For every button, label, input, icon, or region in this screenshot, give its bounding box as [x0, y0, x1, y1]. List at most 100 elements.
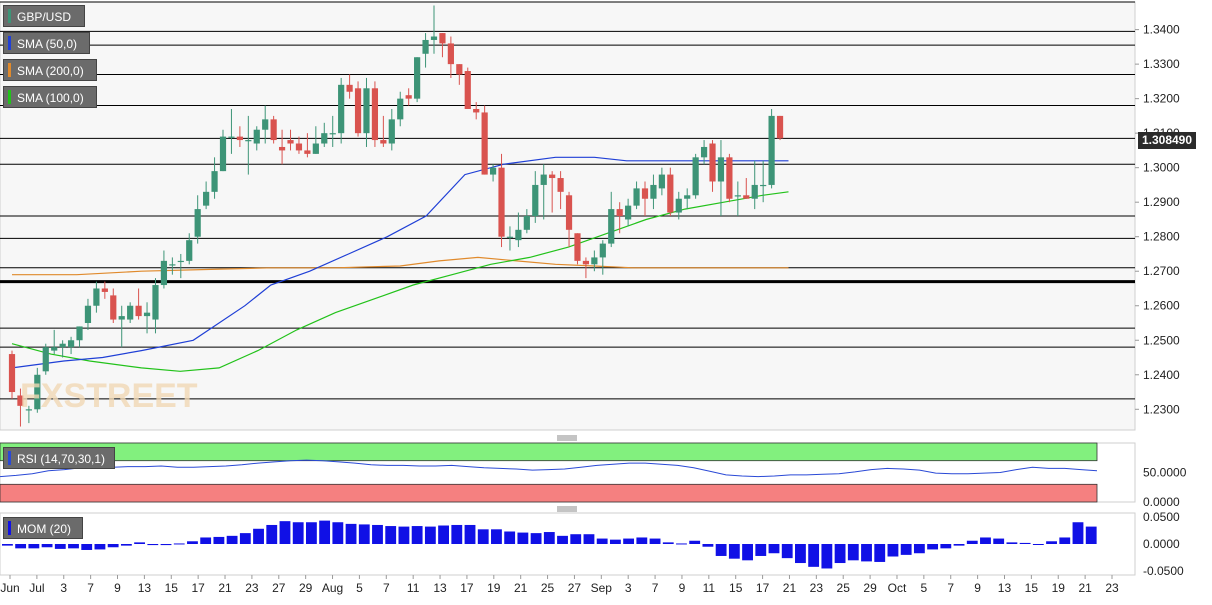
candle: [447, 36, 454, 78]
x-tick-label: 23: [810, 581, 824, 595]
mom-bar: [689, 540, 701, 544]
legend-mom[interactable]: MOM (20): [3, 517, 83, 539]
candle: [414, 57, 421, 103]
mom-bar: [847, 544, 859, 561]
candle-body: [84, 305, 92, 323]
candle: [110, 288, 117, 323]
candle: [262, 105, 269, 144]
mom-bar: [120, 544, 132, 546]
candle: [540, 164, 547, 220]
legend-symbol[interactable]: GBP/USD: [3, 5, 85, 27]
candle: [59, 340, 66, 358]
x-tick-label: 27: [272, 581, 286, 595]
candle: [565, 191, 573, 248]
mom-bar: [1032, 544, 1044, 545]
mom-bar: [768, 544, 780, 554]
mom-tick-label: -0.0500: [1143, 564, 1184, 578]
x-tick-label: 19: [1052, 581, 1066, 595]
mom-bar: [41, 544, 53, 548]
candle: [245, 115, 252, 175]
mom-bar: [266, 524, 278, 544]
candle: [177, 253, 184, 279]
mom-bar: [557, 535, 568, 544]
y-tick-label: 1.3400: [1143, 23, 1180, 37]
x-tick-label: 25: [541, 581, 555, 595]
x-tick-label: 13: [433, 581, 447, 595]
candle-body: [616, 209, 623, 216]
candle-body: [633, 188, 640, 206]
candle-body: [776, 115, 784, 139]
candle: [304, 133, 311, 158]
candle: [34, 367, 41, 413]
x-tick-label: 7: [87, 581, 94, 595]
candle-body: [354, 88, 362, 134]
mom-bar: [279, 521, 291, 544]
x-tick-label: 11: [407, 581, 420, 595]
candle-body: [591, 257, 598, 265]
candle: [312, 126, 319, 154]
mom-bar: [662, 542, 674, 544]
candle: [481, 105, 488, 175]
candle: [211, 157, 218, 199]
x-tick-label: 15: [165, 581, 179, 595]
candle: [321, 122, 328, 147]
mom-bar: [834, 544, 846, 564]
candle: [346, 74, 353, 99]
mom-bar: [795, 544, 806, 564]
candle: [684, 188, 691, 210]
x-tick-label: 17: [756, 581, 770, 595]
candle-body: [608, 209, 615, 244]
candle-body: [414, 57, 421, 99]
mom-bar: [94, 544, 106, 550]
mom-bar: [649, 538, 661, 544]
rsi-tick-label: 0.0000: [1143, 495, 1180, 509]
x-tick-label: 11: [703, 581, 716, 595]
x-tick-label: 15: [729, 581, 743, 595]
candle-body: [93, 288, 100, 306]
y-tick-label: 1.2300: [1143, 402, 1180, 416]
x-tick-label: Oct: [888, 581, 907, 595]
candle: [363, 77, 370, 147]
candle: [371, 81, 379, 147]
mom-bar: [676, 543, 687, 545]
candle-body: [751, 184, 758, 199]
candle: [228, 109, 235, 154]
candle-body: [709, 143, 716, 182]
candle: [506, 226, 514, 251]
mom-bar: [385, 526, 397, 544]
x-tick-label: 7: [383, 581, 390, 595]
candle: [658, 167, 665, 196]
candle-body: [658, 174, 665, 189]
candle-body: [236, 136, 243, 141]
mom-bar: [239, 533, 251, 544]
candle: [127, 302, 134, 323]
candle-body: [304, 150, 311, 154]
candle: [532, 171, 539, 223]
mom-bar: [477, 529, 489, 544]
mom-bar: [81, 544, 93, 550]
candle: [219, 129, 227, 172]
x-tick-label: 15: [1025, 581, 1039, 595]
candle: [42, 343, 49, 375]
mom-bar: [530, 533, 542, 544]
legend-sma50[interactable]: SMA (50,0): [3, 32, 90, 54]
mom-bar: [15, 544, 27, 549]
x-tick-label: 9: [114, 581, 121, 595]
legend-sma100[interactable]: SMA (100,0): [3, 86, 97, 108]
candle-body: [692, 157, 699, 196]
mom-bar: [134, 542, 146, 544]
watermark: FXSTREET: [20, 377, 198, 415]
candle-body: [549, 174, 556, 179]
legend-sma200[interactable]: SMA (200,0): [3, 59, 97, 81]
candle: [152, 278, 159, 334]
mom-bar: [253, 528, 264, 544]
mom-bar: [213, 536, 225, 544]
candle: [270, 115, 277, 144]
candle-body: [641, 188, 649, 199]
candle-body: [447, 43, 454, 65]
y-tick-label: 1.3300: [1143, 57, 1180, 71]
x-tick-label: 25: [837, 581, 851, 595]
legend-rsi[interactable]: RSI (14,70,30,1): [3, 447, 115, 469]
candle: [709, 140, 716, 192]
